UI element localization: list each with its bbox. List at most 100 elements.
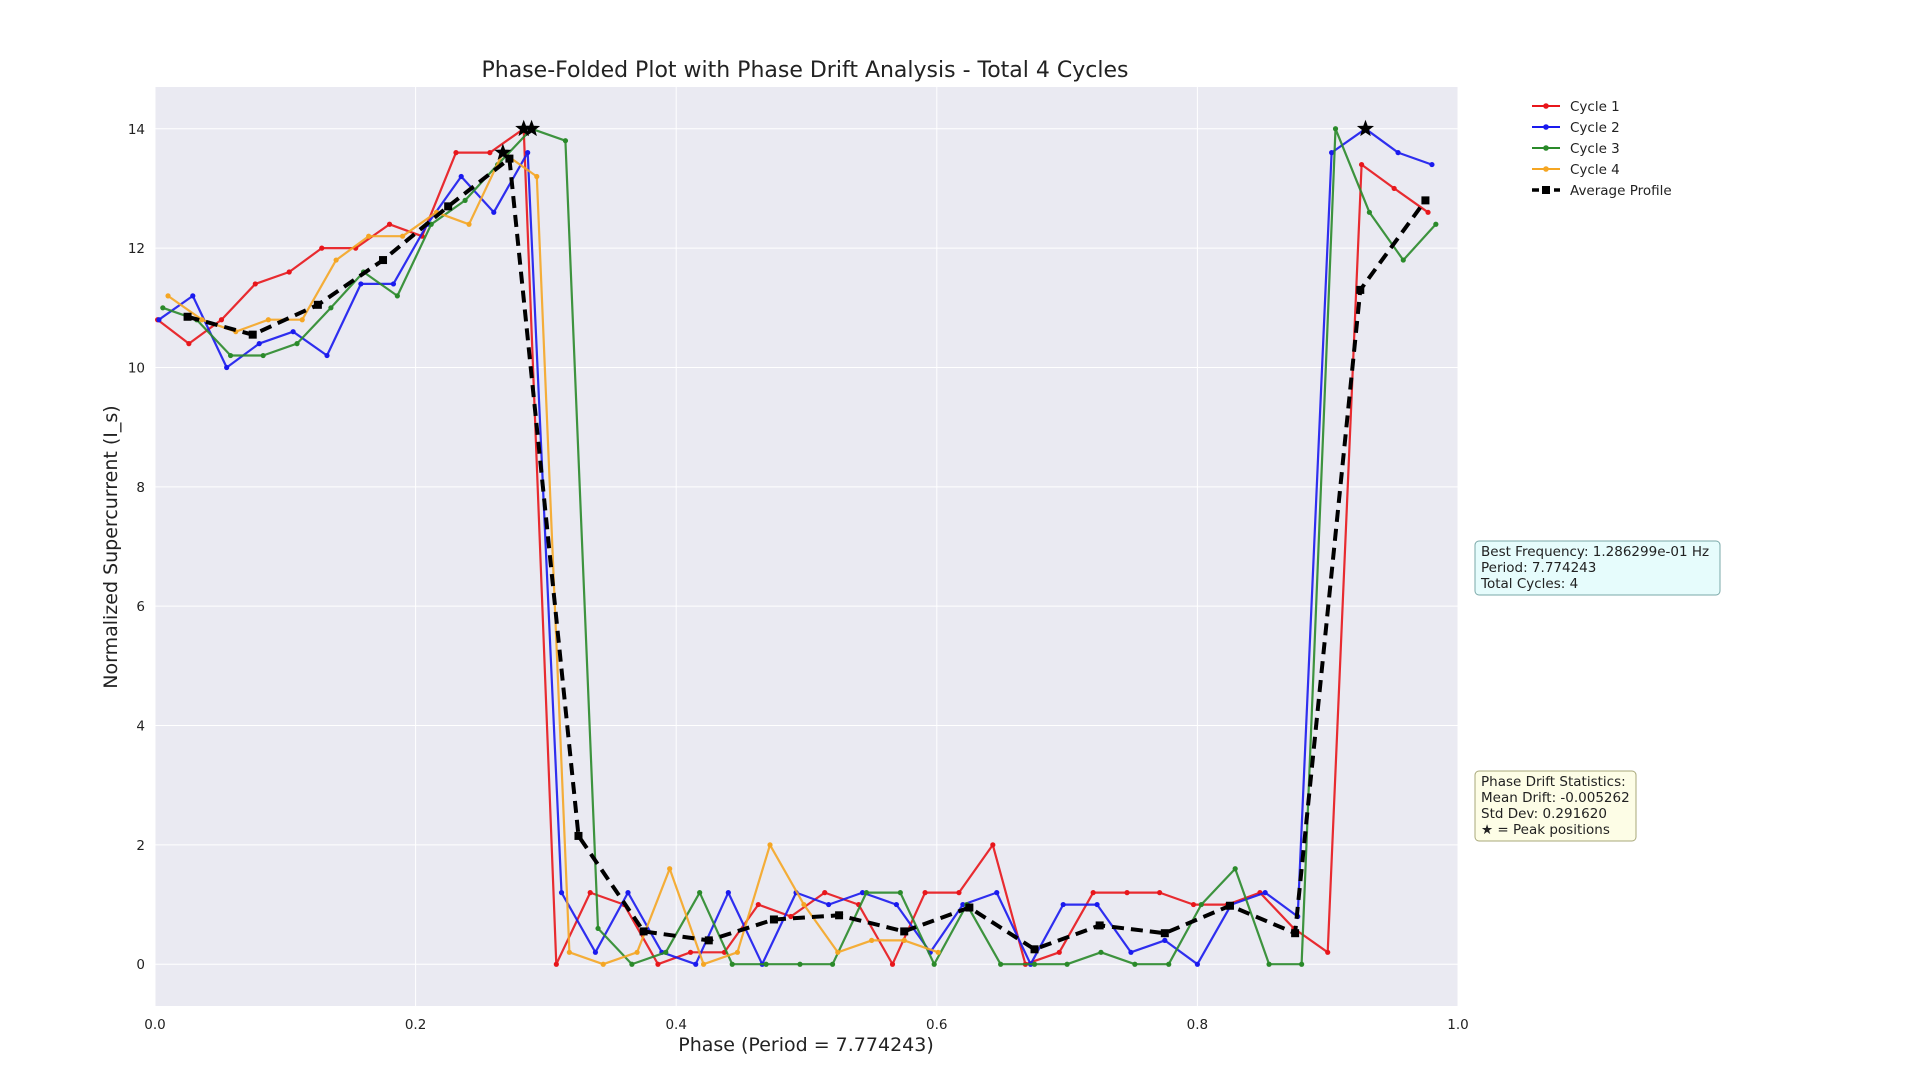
data-point: [224, 364, 230, 371]
legend-label: Average Profile: [1570, 183, 1672, 199]
data-point: [797, 961, 803, 967]
legend-item-cycle-2: Cycle 2: [1532, 120, 1620, 136]
data-point: [788, 913, 794, 920]
data-point: [290, 329, 296, 335]
data-point: [1198, 901, 1204, 908]
data-point: [687, 949, 694, 955]
data-point: [160, 305, 166, 311]
data-point: [1160, 929, 1169, 938]
data-point: [562, 138, 569, 144]
chart-title: Phase-Folded Plot with Phase Drift Analy…: [482, 58, 1129, 83]
data-point: [333, 257, 339, 263]
data-point: [399, 233, 406, 239]
grid-lines: [154, 87, 1459, 1006]
data-point: [693, 961, 699, 967]
legend-marker: [1543, 145, 1549, 151]
data-point: [1425, 209, 1431, 215]
data-point: [826, 901, 832, 908]
data-point: [534, 173, 540, 180]
legend-marker: [1543, 166, 1549, 172]
data-point: [379, 256, 388, 265]
y-tick-label: 0: [136, 957, 145, 973]
y-tick-label: 2: [136, 838, 145, 854]
legend-label: Cycle 2: [1570, 120, 1620, 136]
data-point: [394, 293, 400, 299]
data-point: [595, 925, 601, 932]
data-point: [600, 961, 606, 967]
data-point: [428, 221, 434, 227]
data-point: [835, 911, 844, 920]
data-point: [639, 927, 648, 936]
data-point: [769, 915, 778, 924]
data-point: [458, 173, 464, 180]
data-point: [313, 300, 322, 309]
data-point: [1064, 961, 1070, 967]
data-point: [1299, 961, 1305, 967]
data-point: [553, 961, 559, 967]
data-point: [998, 961, 1004, 967]
data-point: [218, 317, 225, 323]
x-tick-label: 0.0: [144, 1017, 165, 1033]
annotation-line: Std Dev: 0.291620: [1481, 806, 1607, 822]
data-point: [558, 890, 565, 896]
data-point: [835, 949, 841, 955]
x-axis-label: Phase (Period = 7.774243): [678, 1034, 934, 1056]
data-point: [1030, 945, 1039, 954]
data-point: [592, 949, 599, 955]
data-point: [165, 293, 171, 299]
data-point: [462, 197, 468, 203]
data-point: [190, 293, 196, 299]
data-point: [755, 901, 761, 908]
data-point: [889, 961, 896, 967]
data-point: [704, 936, 713, 945]
legend-item-cycle-3: Cycle 3: [1532, 141, 1620, 157]
data-point: [299, 317, 305, 323]
data-point: [366, 233, 372, 239]
data-point: [199, 317, 205, 323]
series-cycle-3: [160, 126, 1439, 967]
data-point: [1090, 890, 1096, 896]
data-point: [960, 901, 966, 908]
annotation-line: Period: 7.774243: [1481, 560, 1596, 576]
data-point: [186, 341, 192, 347]
data-point: [328, 305, 334, 311]
legend-item-cycle-4: Cycle 4: [1532, 162, 1620, 178]
data-point: [900, 927, 909, 936]
data-point: [265, 317, 271, 323]
y-tick-label: 8: [136, 480, 145, 496]
data-point: [1157, 890, 1163, 896]
series-line: [187, 156, 1428, 952]
y-tick-label: 12: [128, 241, 145, 257]
annotation-line: ★ = Peak positions: [1481, 822, 1610, 838]
y-tick-label: 14: [128, 122, 145, 138]
data-point: [574, 831, 583, 840]
data-point: [667, 866, 673, 872]
data-point: [1098, 949, 1104, 955]
series-line: [167, 151, 939, 966]
peak-star-marker: [523, 119, 541, 137]
data-point: [444, 202, 453, 211]
legend: Cycle 1 Cycle 2 Cycle 3 Cycle 4 Average Prof…: [1532, 99, 1672, 199]
data-point: [990, 842, 996, 848]
data-point: [453, 150, 459, 156]
data-point: [1232, 866, 1238, 872]
data-point: [829, 961, 836, 967]
data-point: [294, 341, 300, 347]
data-point: [965, 903, 974, 912]
data-point: [634, 949, 640, 955]
data-point: [1166, 961, 1172, 967]
data-point: [1391, 185, 1397, 192]
annotation-frame: [1474, 540, 1721, 596]
data-point: [525, 150, 531, 156]
data-point: [625, 890, 631, 896]
data-point: [663, 949, 669, 955]
peak-markers: [494, 119, 1374, 160]
data-point: [260, 352, 266, 359]
data-point: [1429, 161, 1435, 168]
peak-star-marker: [1356, 119, 1374, 137]
data-point: [901, 937, 907, 943]
data-point: [505, 154, 514, 163]
data-point: [1329, 150, 1335, 156]
